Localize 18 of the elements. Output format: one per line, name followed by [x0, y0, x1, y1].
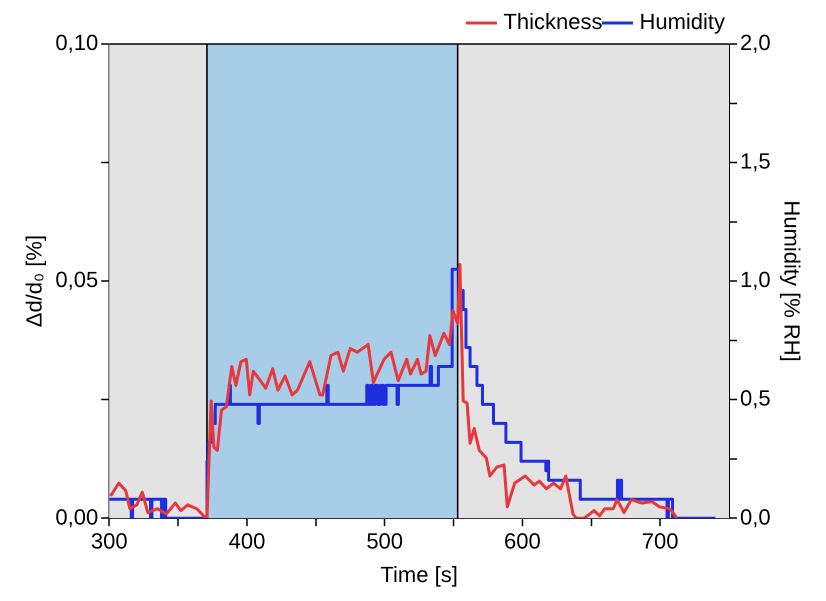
y-tick-label: 0,00 [55, 504, 98, 530]
legend-label: Humidity [639, 9, 726, 34]
legend-label: Thickness [503, 9, 602, 34]
x-tick-label: 500 [366, 528, 404, 554]
x-tick-label: 600 [504, 528, 541, 554]
y2-tick-label: 0,5 [740, 386, 771, 411]
x-tick-label: 700 [642, 528, 679, 554]
y-tick-label: 0,10 [55, 30, 98, 56]
y2-axis-title: Humidity [% RH] [780, 200, 805, 362]
y2-tick-label: 1,0 [740, 267, 771, 292]
x-axis-title: Time [s] [380, 562, 458, 587]
y2-tick-label: 0,0 [740, 504, 771, 530]
y-tick-label: 0,05 [55, 267, 98, 292]
y2-tick-label: 1,5 [740, 148, 771, 174]
x-tick-label: 400 [228, 528, 266, 554]
y-axis-title: Δd/d₀ [%] [21, 234, 46, 328]
y2-tick-label: 2,0 [740, 30, 771, 56]
x-tick-label: 300 [90, 528, 128, 554]
